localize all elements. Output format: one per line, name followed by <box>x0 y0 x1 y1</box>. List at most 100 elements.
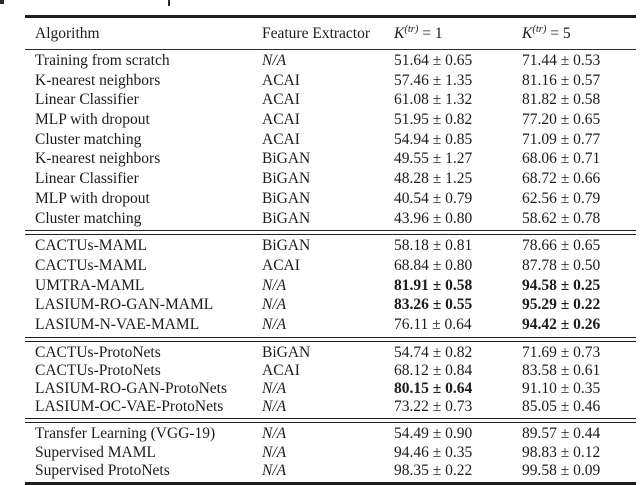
cell-algorithm: MLP with dropout <box>35 189 150 207</box>
results-table: Algorithm Feature Extractor K(tr) = 1 K(… <box>25 15 636 485</box>
k-value: = 5 <box>546 25 571 42</box>
table-section-baselines: Training from scratch N/A 51.64 ± 0.65 7… <box>25 50 636 230</box>
cell-algorithm: CACTUs-MAML <box>35 237 147 255</box>
column-header-algorithm: Algorithm <box>35 25 100 42</box>
k-symbol: K <box>522 25 533 42</box>
table-row: K-nearest neighbors ACAI 57.46 ± 1.35 81… <box>25 71 636 91</box>
cell-extractor: BiGAN <box>262 170 311 188</box>
cropped-caption-fragment <box>168 0 170 6</box>
header-separator-rule <box>25 49 636 50</box>
cell-extractor: ACAI <box>262 361 300 379</box>
cell-k1: 68.84 ± 0.80 <box>394 256 473 274</box>
table-row: LASIUM-N-VAE-MAML N/A 76.11 ± 0.64 94.42… <box>25 315 636 335</box>
table-section-maml: CACTUs-MAML BiGAN 58.18 ± 0.81 78.66 ± 0… <box>25 235 636 336</box>
cell-algorithm: Supervised ProtoNets <box>35 461 170 479</box>
cell-k5: 78.66 ± 0.65 <box>522 237 601 255</box>
k-symbol: K <box>394 25 405 42</box>
cell-algorithm: Linear Classifier <box>35 170 139 188</box>
column-header-feature-extractor: Feature Extractor <box>262 25 371 42</box>
cell-extractor: BiGAN <box>262 150 311 168</box>
cell-extractor: N/A <box>262 425 287 443</box>
cell-k5: 81.82 ± 0.58 <box>522 91 601 109</box>
cell-k1: 51.95 ± 0.82 <box>394 111 473 129</box>
section-separator-rule <box>25 336 636 342</box>
cell-k1: 81.91 ± 0.58 <box>394 276 473 294</box>
cell-extractor: N/A <box>262 443 287 461</box>
cell-k1: 73.22 ± 0.73 <box>394 398 473 416</box>
cell-extractor: BiGAN <box>262 189 311 207</box>
table-row: CACTUs-ProtoNets ACAI 68.12 ± 0.84 83.58… <box>25 362 636 380</box>
k-superscript: (tr) <box>404 23 419 35</box>
cell-k1: 43.96 ± 0.80 <box>394 209 473 227</box>
cell-extractor: ACAI <box>262 256 300 274</box>
cell-algorithm: CACTUs-ProtoNets <box>35 343 161 361</box>
table-row: Training from scratch N/A 51.64 ± 0.65 7… <box>25 51 636 71</box>
cell-k5: 58.62 ± 0.78 <box>522 209 601 227</box>
table-row: Linear Classifier ACAI 61.08 ± 1.32 81.8… <box>25 90 636 110</box>
cell-k5: 83.58 ± 0.61 <box>522 361 601 379</box>
cell-extractor: N/A <box>262 296 287 314</box>
cell-extractor: BiGAN <box>262 237 311 255</box>
cell-k1: 48.28 ± 1.25 <box>394 170 473 188</box>
cell-extractor: N/A <box>262 276 287 294</box>
cell-k5: 62.56 ± 0.79 <box>522 189 601 207</box>
cell-k1: 54.94 ± 0.85 <box>394 130 473 148</box>
cell-k1: 51.64 ± 0.65 <box>394 52 473 69</box>
cell-k5: 68.72 ± 0.66 <box>522 170 601 188</box>
table-row: Cluster matching BiGAN 43.96 ± 0.80 58.6… <box>25 209 636 229</box>
cell-extractor: ACAI <box>262 111 300 129</box>
cell-algorithm: Linear Classifier <box>35 91 139 109</box>
cell-k1: 98.35 ± 0.22 <box>394 461 473 479</box>
cell-extractor: ACAI <box>262 130 300 148</box>
table-row: MLP with dropout ACAI 51.95 ± 0.82 77.20… <box>25 110 636 130</box>
cell-algorithm: UMTRA-MAML <box>35 276 145 294</box>
cell-k1: 58.18 ± 0.81 <box>394 237 473 255</box>
cell-k1: 76.11 ± 0.64 <box>394 315 472 333</box>
table-row: Cluster matching ACAI 54.94 ± 0.85 71.09… <box>25 130 636 150</box>
k-superscript: (tr) <box>532 23 547 35</box>
cell-k1: 49.55 ± 1.27 <box>394 150 473 168</box>
table-section-supervised: Transfer Learning (VGG-19) N/A 54.49 ± 0… <box>25 423 636 482</box>
cell-algorithm: K-nearest neighbors <box>35 71 161 89</box>
cell-algorithm: Training from scratch <box>35 52 170 69</box>
cell-extractor: N/A <box>262 52 287 69</box>
cropped-caption-fragment <box>0 0 4 4</box>
table-row: LASIUM-OC-VAE-ProtoNets N/A 73.22 ± 0.73… <box>25 398 636 416</box>
cell-k5: 91.10 ± 0.35 <box>522 380 601 397</box>
cell-algorithm: CACTUs-ProtoNets <box>35 361 161 379</box>
cell-extractor: BiGAN <box>262 343 311 361</box>
cell-extractor: ACAI <box>262 91 300 109</box>
table-row: Linear Classifier BiGAN 48.28 ± 1.25 68.… <box>25 169 636 189</box>
section-separator-rule <box>25 230 636 236</box>
cell-extractor: ACAI <box>262 71 300 89</box>
table-row: LASIUM-RO-GAN-MAML N/A 83.26 ± 0.55 95.2… <box>25 295 636 315</box>
cell-k5: 98.83 ± 0.12 <box>522 443 601 461</box>
cell-k5: 95.29 ± 0.22 <box>522 296 601 314</box>
cell-k1: 83.26 ± 0.55 <box>394 296 473 314</box>
cell-algorithm: Transfer Learning (VGG-19) <box>35 425 216 443</box>
cell-k1: 40.54 ± 0.79 <box>394 189 473 207</box>
table-header-row: Algorithm Feature Extractor K(tr) = 1 K(… <box>25 18 636 49</box>
cell-algorithm: LASIUM-OC-VAE-ProtoNets <box>35 398 224 416</box>
cell-k5: 77.20 ± 0.65 <box>522 111 601 129</box>
table-top-rule <box>25 15 636 18</box>
table-bottom-rule <box>25 481 636 485</box>
cell-k1: 68.12 ± 0.84 <box>394 361 473 379</box>
k-value: = 1 <box>418 25 443 42</box>
cell-k1: 80.15 ± 0.64 <box>394 380 473 397</box>
cell-k5: 85.05 ± 0.46 <box>522 398 601 416</box>
cell-k5: 89.57 ± 0.44 <box>522 425 601 443</box>
cell-k5: 71.44 ± 0.53 <box>522 52 601 69</box>
table-row: Supervised MAML N/A 94.46 ± 0.35 98.83 ±… <box>25 444 636 462</box>
cell-k5: 87.78 ± 0.50 <box>522 256 601 274</box>
table-row: CACTUs-MAML BiGAN 58.18 ± 0.81 78.66 ± 0… <box>25 236 636 256</box>
table-row: UMTRA-MAML N/A 81.91 ± 0.58 94.58 ± 0.25 <box>25 276 636 296</box>
table-row: CACTUs-ProtoNets BiGAN 54.74 ± 0.82 71.6… <box>25 344 636 362</box>
table-row: MLP with dropout BiGAN 40.54 ± 0.79 62.5… <box>25 189 636 209</box>
column-header-k1: K(tr) = 1 <box>394 18 522 49</box>
cell-k5: 71.69 ± 0.73 <box>522 343 601 361</box>
cell-k1: 54.74 ± 0.82 <box>394 343 473 361</box>
cell-extractor: N/A <box>262 315 287 333</box>
cell-algorithm: Supervised MAML <box>35 443 156 461</box>
cell-extractor: N/A <box>262 380 287 397</box>
